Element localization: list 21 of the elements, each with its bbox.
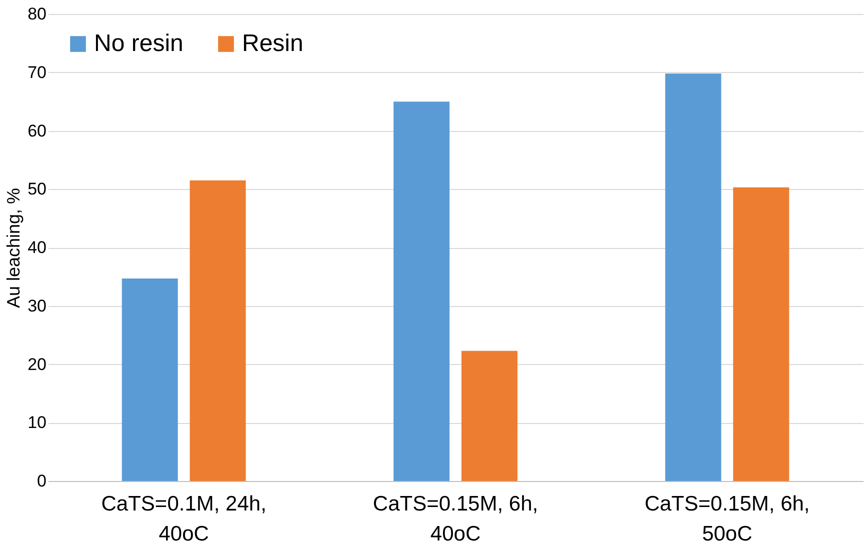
y-tick-label: 0 xyxy=(37,472,46,490)
x-tick-label: CaTS=0.15M, 6h, 50oC xyxy=(644,492,810,546)
bar xyxy=(461,350,518,481)
y-tick-label: 40 xyxy=(28,238,46,257)
y-tick-label: 20 xyxy=(28,354,46,374)
legend-label: No resin xyxy=(94,30,184,57)
bar xyxy=(190,180,246,481)
bar xyxy=(665,74,722,481)
y-tick-label: 50 xyxy=(28,180,46,199)
y-axis-title: Au leaching, % xyxy=(4,188,24,308)
y-tick-label: 30 xyxy=(28,296,46,316)
bar xyxy=(122,278,178,481)
x-tick-label: CaTS=0.1M, 24h, 40oC xyxy=(101,492,266,546)
y-tick-label: 70 xyxy=(28,62,46,82)
bar xyxy=(733,187,790,481)
x-tick-label: CaTS=0.15M, 6h, 40oC xyxy=(372,492,538,546)
bar xyxy=(394,102,450,481)
legend-label: Resin xyxy=(242,30,304,57)
y-tick-label: 60 xyxy=(28,121,46,140)
y-tick-label: 10 xyxy=(28,413,46,432)
y-tick-label: 80 xyxy=(28,4,46,24)
